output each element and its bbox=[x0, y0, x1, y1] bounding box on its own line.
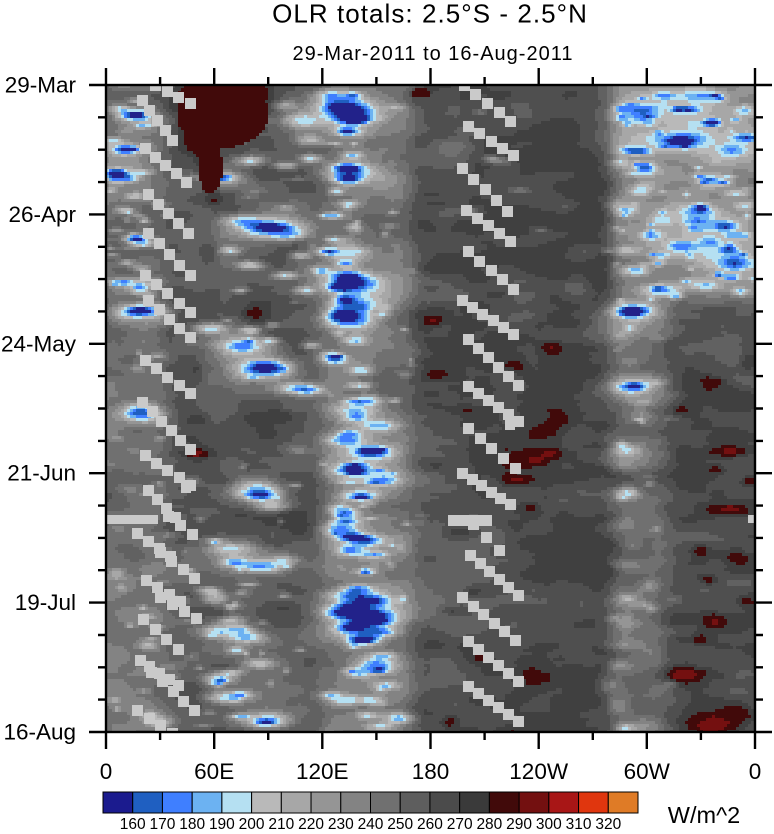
svg-text:170: 170 bbox=[150, 816, 176, 833]
svg-text:160: 160 bbox=[120, 816, 146, 833]
svg-text:230: 230 bbox=[328, 816, 354, 833]
svg-text:270: 270 bbox=[447, 816, 473, 833]
svg-text:180: 180 bbox=[412, 759, 450, 784]
svg-text:200: 200 bbox=[239, 816, 265, 833]
svg-text:26-Apr: 26-Apr bbox=[8, 202, 76, 227]
svg-text:0: 0 bbox=[749, 759, 762, 784]
svg-text:180: 180 bbox=[179, 816, 205, 833]
svg-text:120E: 120E bbox=[296, 759, 349, 784]
svg-text:19-Jul: 19-Jul bbox=[15, 590, 76, 615]
svg-text:60E: 60E bbox=[194, 759, 234, 784]
svg-text:250: 250 bbox=[387, 816, 413, 833]
svg-text:280: 280 bbox=[476, 816, 502, 833]
svg-text:210: 210 bbox=[268, 816, 294, 833]
svg-text:190: 190 bbox=[209, 816, 235, 833]
svg-text:60W: 60W bbox=[624, 759, 671, 784]
svg-text:21-Jun: 21-Jun bbox=[7, 461, 76, 486]
svg-text:24-May: 24-May bbox=[1, 331, 77, 356]
svg-text:16-Aug: 16-Aug bbox=[3, 720, 76, 745]
svg-text:240: 240 bbox=[358, 816, 384, 833]
svg-text:W/m^2: W/m^2 bbox=[668, 802, 740, 828]
svg-text:29-Mar: 29-Mar bbox=[5, 73, 77, 98]
svg-text:260: 260 bbox=[417, 816, 443, 833]
svg-text:120W: 120W bbox=[509, 759, 569, 784]
svg-text:0: 0 bbox=[100, 759, 113, 784]
svg-text:310: 310 bbox=[566, 816, 592, 833]
svg-text:29-Mar-2011 to 16-Aug-2011: 29-Mar-2011 to 16-Aug-2011 bbox=[293, 43, 574, 65]
svg-text:OLR totals: 2.5°S - 2.5°N: OLR totals: 2.5°S - 2.5°N bbox=[272, 0, 588, 29]
svg-text:320: 320 bbox=[595, 816, 621, 833]
svg-text:290: 290 bbox=[506, 816, 532, 833]
svg-text:300: 300 bbox=[536, 816, 562, 833]
svg-text:220: 220 bbox=[298, 816, 324, 833]
